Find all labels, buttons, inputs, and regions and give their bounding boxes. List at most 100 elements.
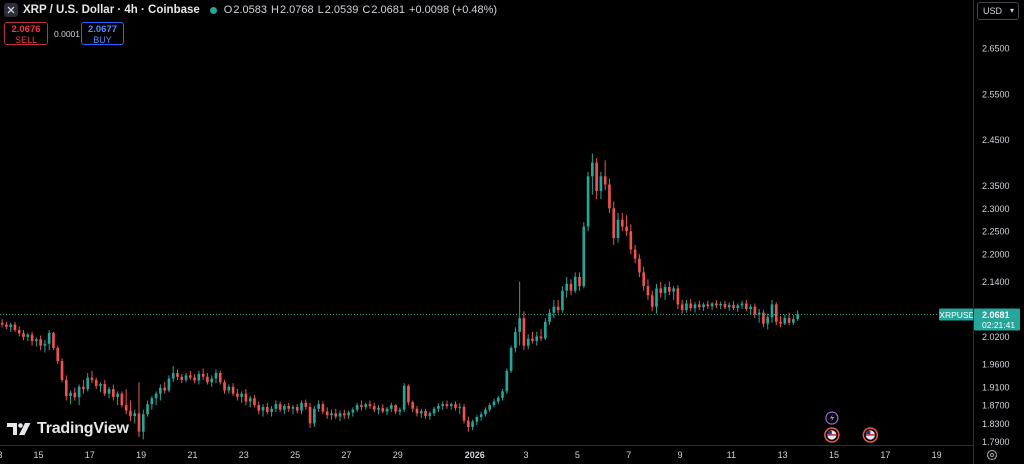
candle-body: [218, 373, 222, 383]
candle: [689, 298, 693, 312]
time-axis[interactable]: 3 15 17 19 21 23 25 27 29 2026 3 5 7 9 11 13 15 17 19: [0, 450, 942, 460]
price-axis[interactable]: 2.6500 2.5500 2.4500 2.3500 2.3000 2.2500 2.20…: [939, 44, 1020, 448]
candle-body: [295, 406, 299, 411]
candle-body: [732, 304, 735, 309]
tradingview-logo[interactable]: TradingView: [6, 420, 129, 438]
buy-price: 2.0677: [87, 24, 118, 35]
candle-body: [744, 303, 748, 310]
candle: [556, 299, 560, 314]
candle: [364, 402, 368, 410]
candle-body: [561, 290, 564, 310]
symbol-title[interactable]: XRP / U.S. Dollar · 4h · Coinbase: [23, 4, 200, 16]
price-tick-label: 2.5500: [982, 89, 1010, 99]
candle: [526, 334, 530, 350]
candle: [287, 402, 291, 412]
candle-body: [672, 288, 675, 292]
candle-body: [569, 283, 573, 291]
price-tick-label: 2.0200: [982, 332, 1010, 342]
candle: [783, 314, 787, 326]
time-tick-label: 19: [136, 450, 146, 460]
candle-body: [659, 288, 663, 293]
time-tick-label: 17: [880, 450, 890, 460]
candle-body: [9, 324, 13, 327]
candle-body: [492, 401, 496, 406]
candle-body: [668, 287, 671, 292]
candle-body: [22, 333, 25, 337]
candle: [176, 369, 179, 380]
candle-body: [206, 376, 209, 383]
candle-body: [351, 409, 355, 413]
gear-icon[interactable]: [985, 448, 999, 462]
candle-body: [394, 405, 397, 412]
candle-body: [313, 408, 316, 424]
candle-body: [757, 312, 761, 315]
time-tick-label: 3: [0, 450, 3, 460]
candle: [17, 326, 21, 337]
candle-body: [244, 393, 248, 402]
candle-body: [261, 406, 265, 411]
candle-body: [505, 370, 509, 392]
candle: [646, 279, 650, 300]
candle: [535, 331, 539, 346]
candle: [565, 276, 569, 298]
time-tick-label: 2026: [465, 450, 485, 460]
candle: [180, 373, 184, 384]
candle-body: [633, 249, 637, 259]
candle-body: [676, 288, 680, 305]
candle-body: [364, 404, 368, 407]
candle-body: [445, 404, 449, 407]
candle: [548, 309, 551, 326]
candle-body: [248, 398, 252, 402]
candle-body: [466, 420, 470, 428]
lightning-icon[interactable]: [825, 411, 839, 425]
candle-body: [697, 304, 701, 308]
candle: [0, 319, 4, 328]
candle-body: [454, 404, 457, 408]
candle: [672, 286, 675, 300]
close-icon[interactable]: [4, 3, 18, 17]
candle: [304, 399, 308, 410]
candle: [133, 409, 137, 424]
candle: [710, 302, 714, 310]
buy-button[interactable]: 2.0677 BUY: [81, 22, 124, 45]
time-tick-label: 11: [727, 450, 736, 460]
candle-body: [330, 413, 333, 416]
candle-body: [17, 330, 21, 334]
candle-body: [475, 417, 479, 422]
price-tick-label: 2.6500: [982, 44, 1010, 54]
candle-body: [274, 404, 278, 409]
candle-body: [582, 226, 586, 287]
currency-value: USD: [983, 6, 1003, 16]
candle: [697, 300, 701, 310]
candle: [308, 402, 312, 428]
us-flag-icon[interactable]: [862, 427, 879, 443]
candle-body: [231, 386, 235, 394]
candle-body: [479, 414, 483, 418]
candle-body: [325, 411, 329, 416]
candle: [578, 272, 581, 291]
candle-body: [642, 272, 646, 287]
candle: [385, 406, 389, 416]
candle-body: [321, 404, 325, 412]
candle-body: [471, 421, 474, 428]
candle: [625, 215, 628, 236]
candle-body: [488, 405, 492, 410]
candle: [163, 382, 166, 394]
candle-body: [608, 184, 611, 209]
candle: [154, 391, 158, 406]
candle-body: [77, 386, 81, 398]
candle-body: [60, 361, 64, 380]
candle: [569, 279, 573, 296]
currency-selector[interactable]: USD ▾: [977, 2, 1019, 20]
candle: [642, 266, 646, 291]
time-tick-label: 29: [393, 450, 403, 460]
us-flag-icon[interactable]: [824, 427, 840, 443]
candle-body: [188, 375, 192, 378]
candle: [9, 322, 13, 332]
candle: [659, 281, 663, 298]
candle-body: [223, 382, 226, 391]
price-tick-label: 1.9100: [982, 382, 1010, 392]
sell-button[interactable]: 2.0676 SELL: [4, 22, 48, 45]
candle: [64, 375, 68, 401]
